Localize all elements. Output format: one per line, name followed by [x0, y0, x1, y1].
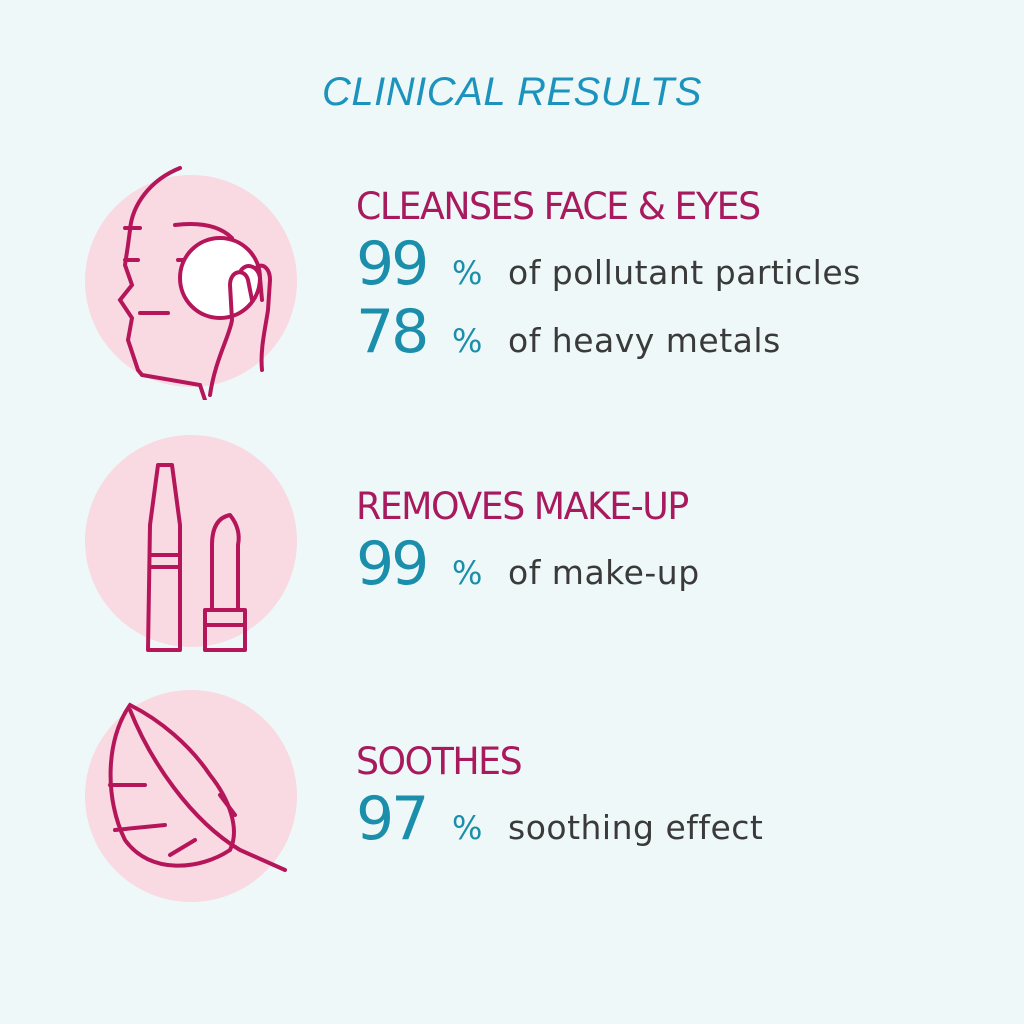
feather-icon [108, 702, 287, 872]
section-heading: CLEANSES FACE & EYES [356, 185, 761, 228]
face-cleansing-icon [117, 166, 273, 400]
section-removes-makeup: REMOVES MAKE-UP 99 % of make-up [356, 485, 700, 599]
stat-row: 97 % soothing effect [356, 784, 764, 854]
stat-value: 97 [356, 784, 429, 854]
percent-sign: % [452, 254, 483, 292]
stat-description: of heavy metals [508, 321, 781, 360]
stat-description: of pollutant particles [508, 253, 861, 292]
page-title: CLINICAL RESULTS [322, 70, 702, 114]
stat-value: 99 [356, 529, 429, 599]
stat-description: soothing effect [508, 808, 764, 847]
percent-sign: % [452, 809, 483, 847]
stat-row: 78 % of heavy metals [356, 297, 861, 367]
stat-value: 78 [356, 297, 429, 367]
icon-background-circle [85, 435, 297, 647]
stat-value: 99 [356, 229, 429, 299]
stat-description: of make-up [508, 553, 700, 592]
section-heading: REMOVES MAKE-UP [356, 485, 689, 528]
section-heading: SOOTHES [356, 740, 523, 783]
section-cleanses: CLEANSES FACE & EYES 99 % of pollutant p… [356, 185, 861, 367]
stat-row: 99 % of pollutant particles [356, 229, 861, 299]
stat-row: 99 % of make-up [356, 529, 700, 599]
section-soothes: SOOTHES 97 % soothing effect [356, 740, 764, 854]
makeup-icon [146, 463, 247, 652]
percent-sign: % [452, 554, 483, 592]
percent-sign: % [452, 322, 483, 360]
